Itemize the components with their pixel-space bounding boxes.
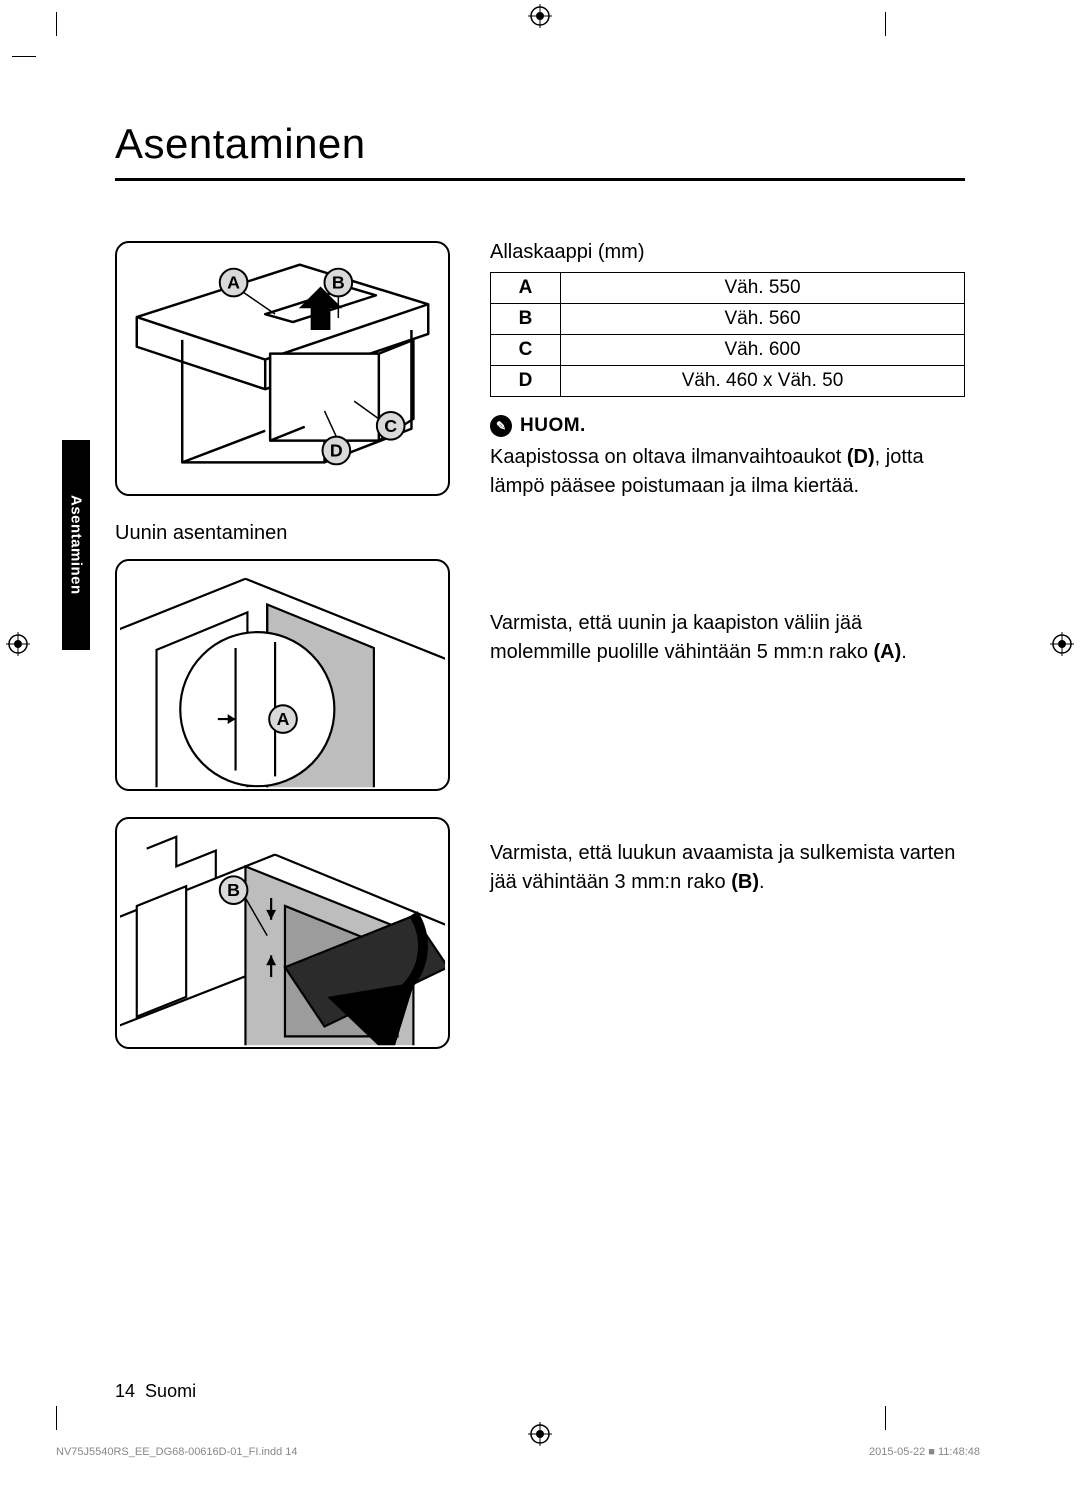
- table-row: DVäh. 460 x Väh. 50: [491, 366, 965, 397]
- fig3-label: B: [227, 880, 240, 900]
- spec-table: AVäh. 550 BVäh. 560 CVäh. 600 DVäh. 460 …: [490, 272, 965, 397]
- footer-page: 14 Suomi: [115, 1381, 196, 1402]
- reg-mark-right: [1050, 632, 1074, 656]
- reg-mark-left: [6, 632, 30, 656]
- fig1-label-b: B: [332, 273, 345, 293]
- footer-file: NV75J5540RS_EE_DG68-00616D-01_FI.indd 14: [56, 1446, 298, 1458]
- reg-mark-top: [528, 4, 552, 28]
- figure-gap-b: B: [115, 817, 450, 1049]
- note-label: HUOM.: [520, 415, 586, 437]
- crop-mark: [885, 1406, 886, 1430]
- note-body: Kaapistossa on oltava ilmanvaihtoaukot (…: [490, 443, 965, 501]
- fig1-label-c: C: [384, 416, 397, 436]
- side-tab-label: Asentaminen: [68, 495, 85, 595]
- page-title: Asentaminen: [115, 120, 965, 168]
- figure-cabinet-iso: A B C D: [115, 241, 450, 496]
- table-row: AVäh. 550: [491, 273, 965, 304]
- subheading: Uunin asentaminen: [115, 522, 450, 545]
- note-icon: ✎: [490, 415, 512, 437]
- table-caption: Allaskaappi (mm): [490, 241, 965, 264]
- paragraph-a: Varmista, että uunin ja kaapiston väliin…: [490, 609, 965, 667]
- crop-mark: [885, 12, 886, 36]
- fig1-label-d: D: [330, 440, 343, 460]
- table-row: BVäh. 560: [491, 304, 965, 335]
- table-row: CVäh. 600: [491, 335, 965, 366]
- title-rule: [115, 178, 965, 181]
- crop-mark: [56, 12, 57, 36]
- figure-gap-a: A: [115, 559, 450, 791]
- fig1-label-a: A: [227, 273, 240, 293]
- side-tab: Asentaminen: [62, 440, 90, 650]
- crop-mark: [12, 56, 36, 57]
- fig2-label: A: [277, 709, 290, 729]
- footer-stamp: 2015-05-22 ■ 11:48:48: [869, 1446, 980, 1458]
- reg-mark-bottom: [528, 1422, 552, 1446]
- crop-mark: [56, 1406, 57, 1430]
- paragraph-b: Varmista, että luukun avaamista ja sulke…: [490, 839, 965, 897]
